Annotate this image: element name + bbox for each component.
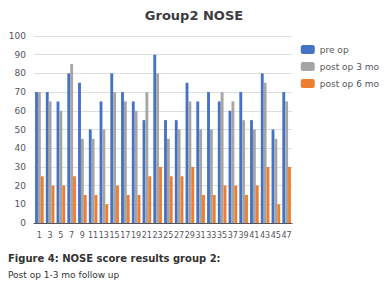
svg-text:13: 13 <box>99 231 109 240</box>
svg-text:17: 17 <box>120 231 130 240</box>
svg-text:37: 37 <box>228 231 238 240</box>
svg-text:25: 25 <box>163 231 173 240</box>
svg-text:21: 21 <box>142 231 152 240</box>
svg-text:5: 5 <box>58 231 63 240</box>
svg-text:10: 10 <box>15 199 27 209</box>
svg-text:90: 90 <box>15 50 27 60</box>
svg-text:20: 20 <box>15 181 27 191</box>
svg-text:30: 30 <box>15 162 27 172</box>
svg-text:40: 40 <box>15 143 27 153</box>
svg-text:11: 11 <box>88 231 98 240</box>
svg-text:70: 70 <box>15 87 27 97</box>
svg-text:39: 39 <box>239 231 249 240</box>
svg-text:47: 47 <box>282 231 292 240</box>
svg-text:100: 100 <box>9 31 26 41</box>
svg-text:50: 50 <box>15 125 27 135</box>
svg-text:1: 1 <box>37 231 42 240</box>
svg-text:post op 3 mo: post op 3 mo <box>320 62 380 72</box>
svg-text:23: 23 <box>153 231 163 240</box>
svg-text:41: 41 <box>249 231 259 240</box>
svg-text:9: 9 <box>80 231 85 240</box>
svg-text:7: 7 <box>69 231 74 240</box>
svg-text:80: 80 <box>15 68 27 78</box>
svg-text:15: 15 <box>110 231 120 240</box>
svg-text:43: 43 <box>260 231 270 240</box>
svg-text:post op 6 mo: post op 6 mo <box>320 79 380 89</box>
svg-text:pre op: pre op <box>320 45 349 55</box>
svg-text:Post op 1-3 mo follow up: Post op 1-3 mo follow up <box>8 270 120 280</box>
svg-text:29: 29 <box>185 231 195 240</box>
svg-text:Group2 NOSE: Group2 NOSE <box>145 8 243 23</box>
svg-text:27: 27 <box>174 231 184 240</box>
svg-text:19: 19 <box>131 231 141 240</box>
svg-text:3: 3 <box>48 231 53 240</box>
svg-text:45: 45 <box>271 231 281 240</box>
svg-text:31: 31 <box>196 231 206 240</box>
svg-text:60: 60 <box>15 106 27 116</box>
svg-text:33: 33 <box>206 231 216 240</box>
svg-text:0: 0 <box>20 218 26 228</box>
svg-text:Figure 4: NOSE score results g: Figure 4: NOSE score results group 2: <box>8 253 221 264</box>
svg-text:35: 35 <box>217 231 227 240</box>
